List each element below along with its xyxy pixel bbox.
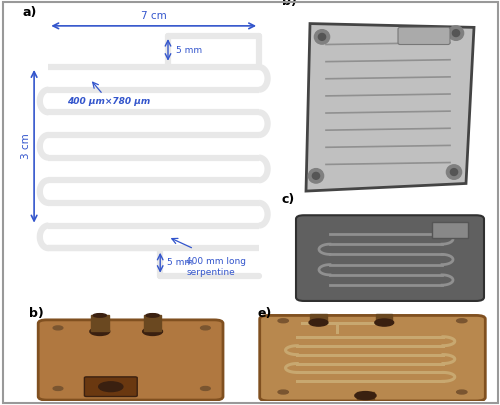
FancyBboxPatch shape	[398, 28, 450, 45]
Circle shape	[98, 382, 123, 392]
Text: 5 mm: 5 mm	[176, 46, 202, 55]
Circle shape	[312, 173, 320, 179]
Text: c): c)	[282, 193, 295, 206]
Circle shape	[278, 319, 288, 323]
Ellipse shape	[146, 313, 159, 317]
Polygon shape	[306, 23, 474, 191]
Circle shape	[456, 319, 467, 323]
Circle shape	[309, 319, 328, 326]
Text: e): e)	[258, 307, 272, 320]
Circle shape	[200, 386, 210, 390]
FancyBboxPatch shape	[432, 222, 468, 238]
Text: 3 cm: 3 cm	[22, 133, 32, 159]
Bar	[144, 315, 162, 331]
FancyBboxPatch shape	[296, 215, 484, 301]
Circle shape	[53, 326, 63, 330]
Bar	[357, 392, 374, 399]
FancyBboxPatch shape	[84, 377, 137, 396]
Circle shape	[452, 30, 460, 36]
Circle shape	[308, 168, 324, 183]
Bar	[310, 313, 326, 322]
Bar	[376, 313, 392, 322]
Text: b): b)	[282, 0, 297, 8]
Circle shape	[278, 390, 288, 394]
Circle shape	[456, 390, 467, 394]
Circle shape	[314, 30, 330, 44]
Text: a): a)	[22, 6, 37, 19]
FancyBboxPatch shape	[38, 320, 223, 400]
FancyBboxPatch shape	[260, 315, 486, 401]
Ellipse shape	[93, 313, 106, 317]
Text: 400 mm long
serpentine: 400 mm long serpentine	[186, 258, 246, 277]
Circle shape	[450, 168, 458, 175]
Circle shape	[446, 165, 462, 179]
Text: 7 cm: 7 cm	[141, 11, 167, 21]
Circle shape	[142, 327, 163, 335]
Text: b): b)	[30, 307, 44, 320]
Bar	[91, 315, 108, 331]
Text: 5 mm: 5 mm	[166, 258, 193, 267]
Circle shape	[53, 386, 63, 390]
Text: 400 μm×780 μm: 400 μm×780 μm	[66, 97, 150, 106]
Circle shape	[448, 26, 464, 40]
Circle shape	[318, 34, 326, 40]
Circle shape	[375, 319, 394, 326]
Circle shape	[90, 327, 110, 335]
Circle shape	[355, 392, 376, 400]
Circle shape	[200, 326, 210, 330]
